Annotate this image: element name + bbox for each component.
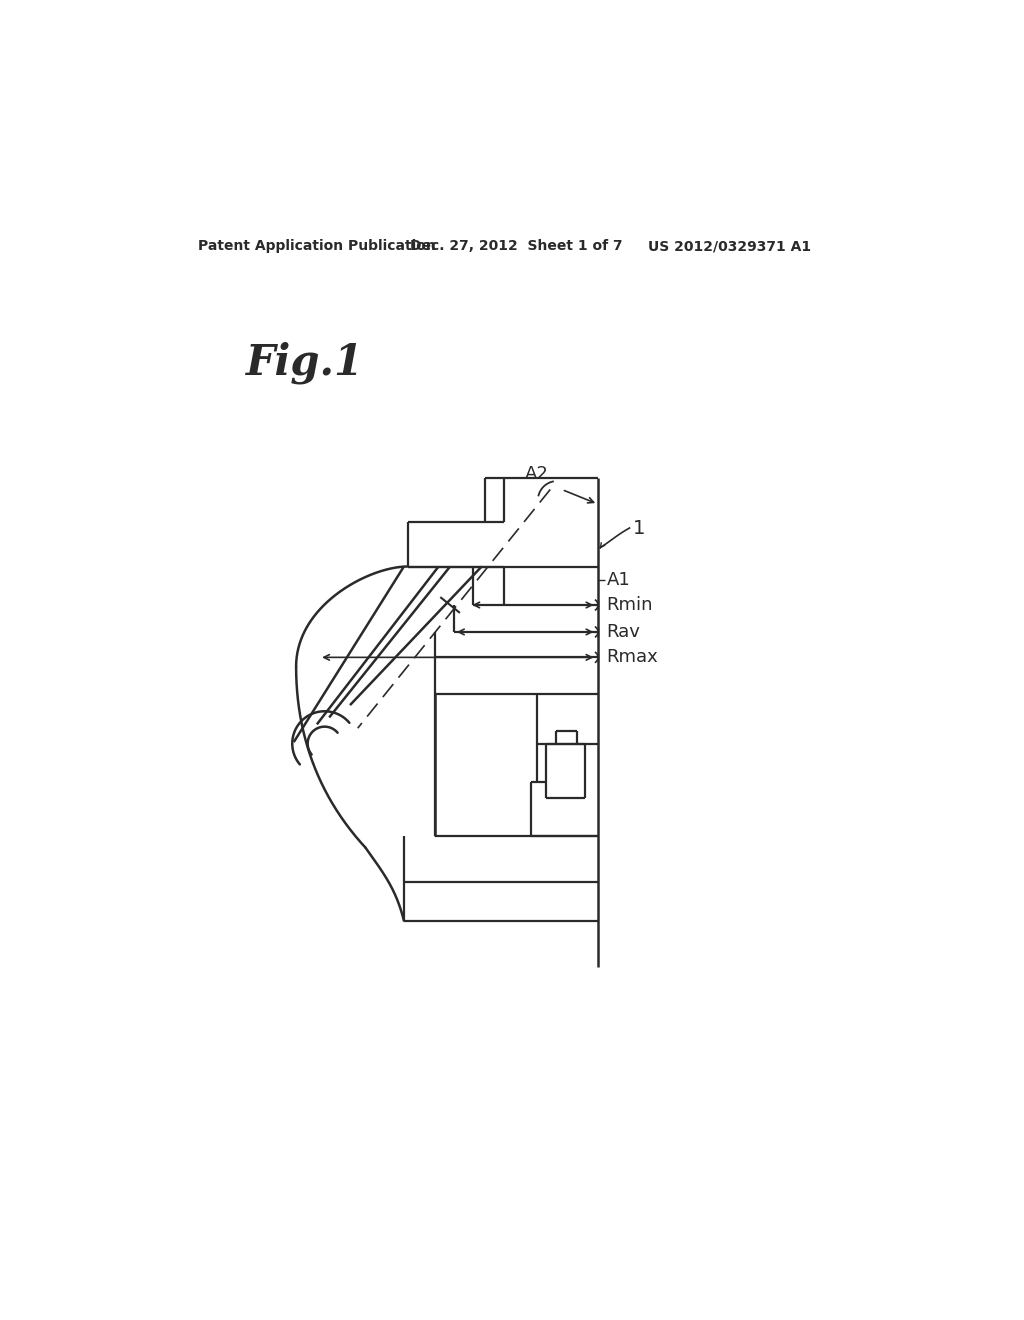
Text: Rav: Rav [606, 623, 640, 642]
Text: 1: 1 [633, 519, 645, 537]
Text: A1: A1 [606, 572, 630, 589]
Text: US 2012/0329371 A1: US 2012/0329371 A1 [648, 239, 811, 253]
Text: Dec. 27, 2012  Sheet 1 of 7: Dec. 27, 2012 Sheet 1 of 7 [410, 239, 623, 253]
Text: Rmax: Rmax [606, 648, 658, 667]
Text: Fig.1: Fig.1 [246, 342, 365, 384]
Text: Rmin: Rmin [606, 597, 653, 614]
Text: A2: A2 [524, 466, 549, 483]
Text: Patent Application Publication: Patent Application Publication [199, 239, 436, 253]
